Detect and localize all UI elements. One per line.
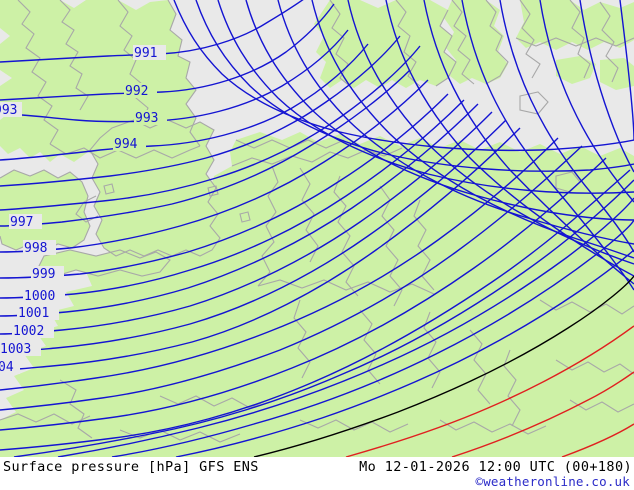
footer-datetime: Mo 12-01-2026 12:00 UTC (00+180) — [359, 459, 632, 475]
isobar-labels: 991 992 993 993 — [0, 45, 167, 375]
isobar-contours — [0, 0, 634, 457]
isobar-label: 992 — [125, 84, 148, 99]
coastlines — [0, 0, 634, 443]
pressure-map[interactable]: 991 992 993 993 — [0, 0, 634, 457]
footer-copyright: ©weatheronline.co.uk — [475, 474, 630, 489]
isobar-label: 1001 — [18, 306, 49, 321]
isobar-label: 994 — [114, 137, 138, 152]
isobar-contours-high — [345, 325, 634, 457]
map-canvas: 991 992 993 993 — [0, 0, 634, 457]
footer-title: Surface pressure [hPa] GFS ENS — [3, 459, 259, 475]
isobar-label: 993 — [135, 111, 158, 126]
isobar-label-clipped: 04 — [0, 360, 14, 375]
isobar-1013-black — [253, 275, 634, 457]
isobar-label: 991 — [134, 46, 157, 61]
isobar-label: 999 — [32, 267, 55, 282]
isobar-label: 1003 — [0, 342, 31, 357]
isobar-label: 998 — [24, 241, 47, 256]
isobar-label: 997 — [10, 215, 33, 230]
isobar-label: 1000 — [24, 289, 55, 304]
isobar-label: 1002 — [13, 324, 44, 339]
isobar-label-clipped: 993 — [0, 103, 17, 118]
map-footer: Surface pressure [hPa] GFS ENS Mo 12-01-… — [0, 457, 634, 490]
